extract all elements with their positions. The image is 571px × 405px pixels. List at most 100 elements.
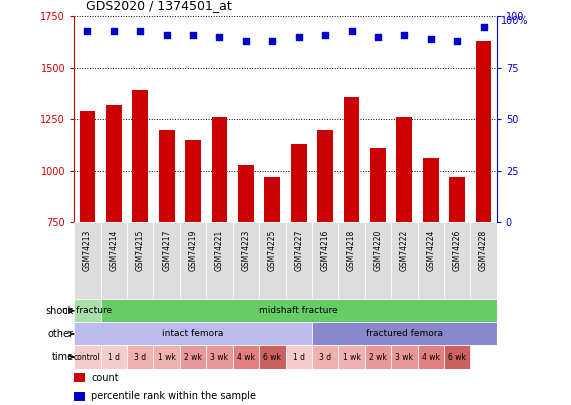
- Point: [268, 38, 277, 44]
- Bar: [100, 345, 127, 369]
- Bar: [106, 105, 122, 222]
- Text: other: other: [48, 329, 74, 339]
- Text: count: count: [91, 373, 119, 383]
- Text: GSM74214: GSM74214: [109, 230, 118, 271]
- Text: GSM74213: GSM74213: [83, 230, 92, 271]
- Bar: [312, 222, 338, 299]
- Text: midshaft fracture: midshaft fracture: [259, 306, 338, 315]
- Bar: [391, 222, 417, 299]
- Point: [162, 32, 171, 38]
- Bar: [259, 345, 286, 369]
- Text: 1 wk: 1 wk: [343, 352, 360, 362]
- Bar: [74, 222, 100, 299]
- Text: GSM74220: GSM74220: [373, 230, 383, 271]
- Bar: [312, 322, 497, 345]
- Point: [83, 28, 92, 34]
- Bar: [233, 345, 259, 369]
- Point: [373, 34, 383, 40]
- Bar: [74, 322, 312, 345]
- Bar: [74, 392, 85, 401]
- Point: [215, 34, 224, 40]
- Point: [426, 36, 435, 42]
- Text: 3 wk: 3 wk: [211, 352, 228, 362]
- Text: 6 wk: 6 wk: [448, 352, 466, 362]
- Bar: [159, 130, 175, 222]
- Bar: [264, 177, 280, 222]
- Bar: [396, 117, 412, 222]
- Text: 3 wk: 3 wk: [395, 352, 413, 362]
- Bar: [286, 345, 312, 369]
- Text: GSM74215: GSM74215: [136, 230, 145, 271]
- Text: GSM74227: GSM74227: [294, 230, 303, 271]
- Text: 1 wk: 1 wk: [158, 352, 176, 362]
- Bar: [286, 222, 312, 299]
- Point: [453, 38, 462, 44]
- Bar: [180, 222, 206, 299]
- Text: GSM74217: GSM74217: [162, 230, 171, 271]
- Bar: [127, 222, 154, 299]
- Text: control: control: [74, 352, 101, 362]
- Text: GSM74219: GSM74219: [188, 230, 198, 271]
- Text: 1 d: 1 d: [108, 352, 120, 362]
- Text: GSM74216: GSM74216: [320, 230, 329, 271]
- Point: [400, 32, 409, 38]
- Bar: [233, 222, 259, 299]
- Bar: [417, 345, 444, 369]
- Text: 3 d: 3 d: [319, 352, 331, 362]
- Text: GDS2020 / 1374501_at: GDS2020 / 1374501_at: [86, 0, 231, 12]
- Bar: [74, 299, 100, 322]
- Bar: [211, 117, 227, 222]
- Text: 4 wk: 4 wk: [237, 352, 255, 362]
- Text: GSM74226: GSM74226: [453, 230, 462, 271]
- Text: 2 wk: 2 wk: [184, 352, 202, 362]
- Bar: [74, 373, 85, 382]
- Bar: [291, 144, 307, 222]
- Bar: [154, 222, 180, 299]
- Text: 100%: 100%: [501, 16, 529, 26]
- Point: [109, 28, 118, 34]
- Bar: [74, 345, 100, 369]
- Text: GSM74228: GSM74228: [479, 230, 488, 271]
- Bar: [238, 164, 254, 222]
- Bar: [365, 222, 391, 299]
- Bar: [344, 97, 359, 222]
- Bar: [312, 345, 338, 369]
- Text: shock: shock: [46, 306, 74, 316]
- Text: GSM74218: GSM74218: [347, 230, 356, 271]
- Bar: [338, 345, 365, 369]
- Bar: [154, 345, 180, 369]
- Text: 4 wk: 4 wk: [422, 352, 440, 362]
- Bar: [317, 130, 333, 222]
- Text: 3 d: 3 d: [134, 352, 146, 362]
- Text: GSM74224: GSM74224: [426, 230, 435, 271]
- Point: [242, 38, 251, 44]
- Bar: [370, 148, 386, 222]
- Bar: [259, 222, 286, 299]
- Text: 2 wk: 2 wk: [369, 352, 387, 362]
- Bar: [127, 345, 154, 369]
- Text: GSM74222: GSM74222: [400, 230, 409, 271]
- Text: 1 d: 1 d: [293, 352, 305, 362]
- Bar: [444, 222, 471, 299]
- Bar: [365, 345, 391, 369]
- Text: no fracture: no fracture: [62, 306, 112, 315]
- Text: intact femora: intact femora: [162, 329, 224, 339]
- Bar: [206, 222, 233, 299]
- Text: time: time: [51, 352, 74, 362]
- Point: [479, 23, 488, 30]
- Bar: [476, 41, 492, 222]
- Text: 6 wk: 6 wk: [263, 352, 282, 362]
- Text: GSM74225: GSM74225: [268, 230, 277, 271]
- Point: [294, 34, 303, 40]
- Point: [136, 28, 145, 34]
- Bar: [100, 222, 127, 299]
- Bar: [338, 222, 365, 299]
- Bar: [423, 158, 439, 222]
- Bar: [444, 345, 471, 369]
- Point: [320, 32, 329, 38]
- Bar: [449, 177, 465, 222]
- Bar: [391, 345, 417, 369]
- Bar: [206, 345, 233, 369]
- Text: fractured femora: fractured femora: [366, 329, 443, 339]
- Point: [188, 32, 198, 38]
